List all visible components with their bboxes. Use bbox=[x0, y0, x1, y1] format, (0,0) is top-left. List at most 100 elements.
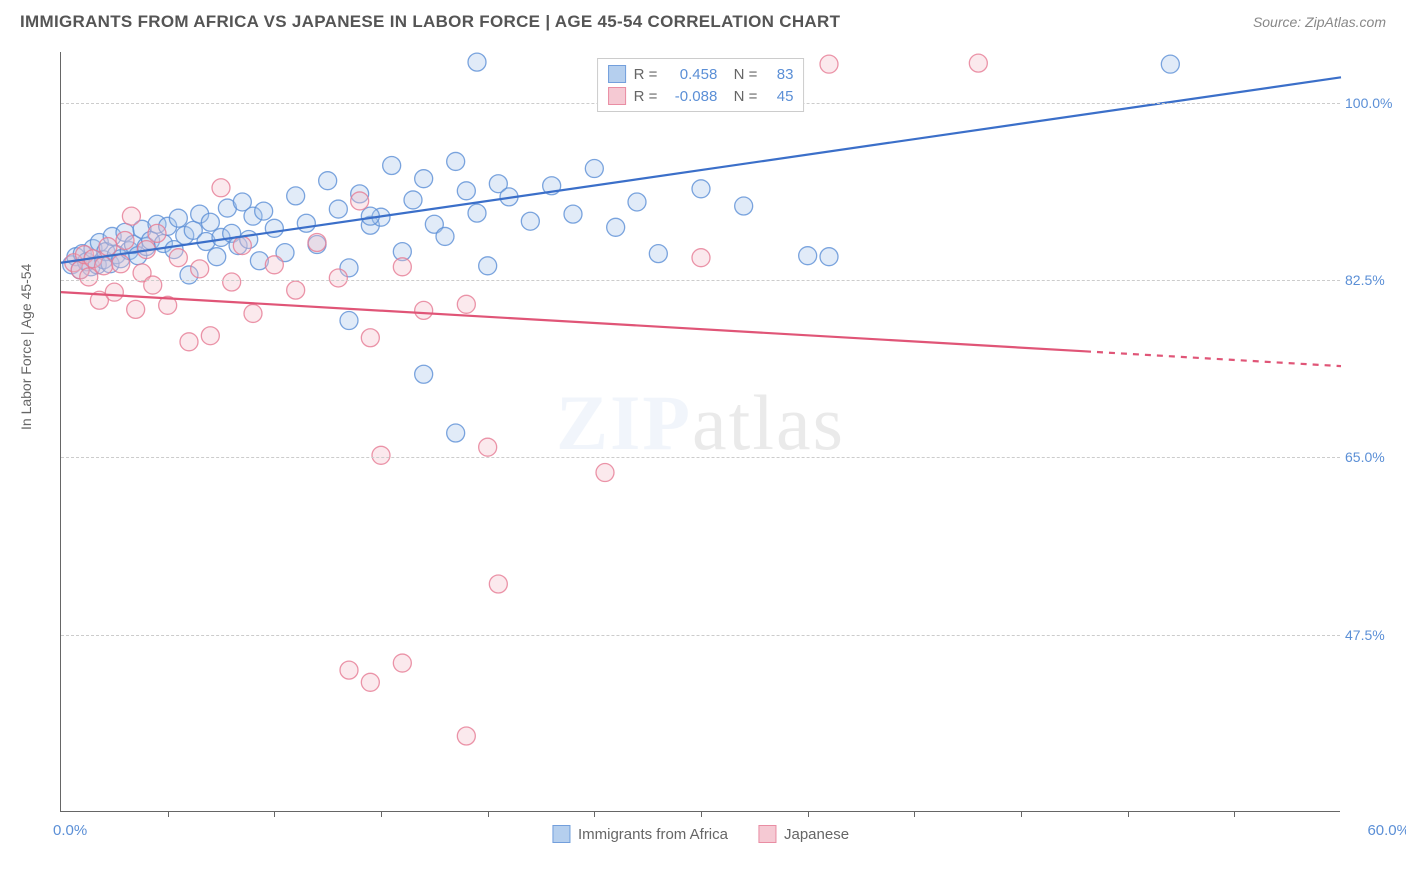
stat-n-label: N = bbox=[725, 66, 757, 83]
data-point-africa bbox=[735, 197, 753, 215]
data-point-africa bbox=[799, 247, 817, 265]
x-tick bbox=[701, 811, 702, 817]
data-point-japanese bbox=[415, 301, 433, 319]
y-tick-label: 82.5% bbox=[1345, 272, 1400, 288]
x-tick bbox=[168, 811, 169, 817]
swatch-africa bbox=[552, 825, 570, 843]
legend-item-japanese: Japanese bbox=[758, 825, 849, 843]
x-tick bbox=[381, 811, 382, 817]
data-point-japanese bbox=[122, 207, 140, 225]
chart-header: IMMIGRANTS FROM AFRICA VS JAPANESE IN LA… bbox=[0, 0, 1406, 40]
x-tick bbox=[1021, 811, 1022, 817]
data-point-japanese bbox=[105, 283, 123, 301]
data-point-africa bbox=[383, 156, 401, 174]
data-point-japanese bbox=[489, 575, 507, 593]
chart-source: Source: ZipAtlas.com bbox=[1253, 14, 1386, 30]
data-point-japanese bbox=[80, 268, 98, 286]
data-point-japanese bbox=[99, 238, 117, 256]
data-point-japanese bbox=[169, 249, 187, 267]
data-point-africa bbox=[208, 248, 226, 266]
data-point-japanese bbox=[127, 300, 145, 318]
data-point-africa bbox=[649, 245, 667, 263]
x-tick bbox=[274, 811, 275, 817]
data-point-japanese bbox=[116, 231, 134, 249]
data-point-africa bbox=[820, 248, 838, 266]
x-tick bbox=[1128, 811, 1129, 817]
data-point-africa bbox=[415, 170, 433, 188]
data-point-africa bbox=[447, 152, 465, 170]
data-point-japanese bbox=[308, 234, 326, 252]
data-point-japanese bbox=[457, 727, 475, 745]
data-point-japanese bbox=[820, 55, 838, 73]
legend-label: Immigrants from Africa bbox=[578, 826, 728, 843]
chart-title: IMMIGRANTS FROM AFRICA VS JAPANESE IN LA… bbox=[20, 12, 840, 32]
data-point-africa bbox=[585, 160, 603, 178]
data-point-japanese bbox=[457, 295, 475, 313]
data-point-africa bbox=[404, 191, 422, 209]
x-tick bbox=[488, 811, 489, 817]
stat-r-value: -0.088 bbox=[665, 88, 717, 105]
data-point-africa bbox=[255, 202, 273, 220]
gridline bbox=[61, 280, 1340, 281]
data-point-africa bbox=[265, 219, 283, 237]
stat-n-label: N = bbox=[725, 88, 757, 105]
chart-plot-area: ZIPatlas R =0.458 N =83R =-0.088 N =45 I… bbox=[60, 52, 1340, 812]
data-point-japanese bbox=[112, 255, 130, 273]
data-point-africa bbox=[468, 204, 486, 222]
data-point-japanese bbox=[244, 304, 262, 322]
data-point-japanese bbox=[180, 333, 198, 351]
data-point-japanese bbox=[372, 446, 390, 464]
data-point-japanese bbox=[95, 257, 113, 275]
data-point-japanese bbox=[393, 258, 411, 276]
x-tick bbox=[808, 811, 809, 817]
data-point-japanese bbox=[265, 256, 283, 274]
data-point-africa bbox=[628, 193, 646, 211]
legend-label: Japanese bbox=[784, 826, 849, 843]
data-point-japanese bbox=[144, 276, 162, 294]
x-axis-label: 0.0% bbox=[53, 822, 87, 839]
swatch-japanese bbox=[608, 87, 626, 105]
legend-stats-row-africa: R =0.458 N =83 bbox=[608, 63, 794, 85]
data-point-africa bbox=[201, 213, 219, 231]
data-point-africa bbox=[287, 187, 305, 205]
x-axis-label: 60.0% bbox=[1367, 822, 1406, 839]
data-point-africa bbox=[479, 257, 497, 275]
x-tick bbox=[594, 811, 595, 817]
legend-item-africa: Immigrants from Africa bbox=[552, 825, 728, 843]
trend-line-dash-japanese bbox=[1085, 351, 1341, 366]
y-tick-label: 100.0% bbox=[1345, 95, 1400, 111]
stat-r-label: R = bbox=[634, 66, 658, 83]
x-tick bbox=[1234, 811, 1235, 817]
legend-stats-row-japanese: R =-0.088 N =45 bbox=[608, 85, 794, 107]
legend-bottom: Immigrants from Africa Japanese bbox=[552, 825, 849, 843]
data-point-japanese bbox=[287, 281, 305, 299]
y-axis-label: In Labor Force | Age 45-54 bbox=[18, 264, 34, 430]
data-point-africa bbox=[564, 205, 582, 223]
data-point-japanese bbox=[201, 327, 219, 345]
data-point-africa bbox=[1161, 55, 1179, 73]
data-point-africa bbox=[457, 182, 475, 200]
stat-n-value: 83 bbox=[765, 66, 793, 83]
data-point-japanese bbox=[223, 273, 241, 291]
data-point-japanese bbox=[969, 54, 987, 72]
gridline bbox=[61, 635, 1340, 636]
legend-stats-box: R =0.458 N =83R =-0.088 N =45 bbox=[597, 58, 805, 112]
x-tick bbox=[914, 811, 915, 817]
data-point-japanese bbox=[596, 464, 614, 482]
y-tick-label: 47.5% bbox=[1345, 627, 1400, 643]
data-point-japanese bbox=[329, 269, 347, 287]
swatch-africa bbox=[608, 65, 626, 83]
data-point-japanese bbox=[191, 260, 209, 278]
data-point-africa bbox=[692, 180, 710, 198]
data-point-japanese bbox=[212, 179, 230, 197]
plot-svg bbox=[61, 52, 1340, 811]
data-point-africa bbox=[521, 212, 539, 230]
data-point-africa bbox=[297, 214, 315, 232]
data-point-japanese bbox=[393, 654, 411, 672]
data-point-africa bbox=[169, 209, 187, 227]
data-point-africa bbox=[436, 227, 454, 245]
data-point-africa bbox=[340, 312, 358, 330]
data-point-africa bbox=[415, 365, 433, 383]
data-point-japanese bbox=[692, 249, 710, 267]
data-point-africa bbox=[468, 53, 486, 71]
